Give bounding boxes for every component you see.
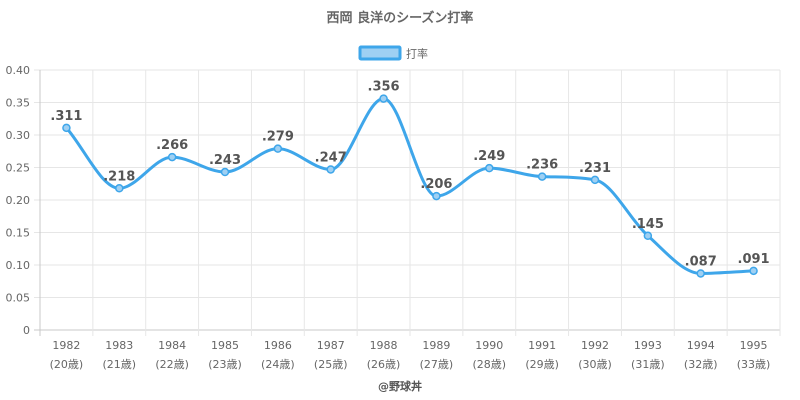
x-tick-sublabel: (33歳) [737,358,771,371]
x-tick-sublabel: (28歳) [472,358,506,371]
y-tick-label: 0.05 [6,292,31,305]
x-tick-label: 1982 [52,339,80,352]
data-label: .356 [368,80,400,95]
y-tick-label: 0.40 [6,64,31,77]
x-tick-label: 1988 [370,339,398,352]
data-label: .231 [579,161,611,176]
data-point [537,172,547,181]
data-label: .243 [209,153,241,168]
y-tick-label: 0.10 [6,259,31,272]
x-tick-sublabel: (26歳) [367,358,401,371]
data-label: .218 [103,169,135,184]
data-point [749,266,758,276]
x-tick-label: 1991 [528,339,556,352]
x-tick-label: 1992 [581,339,609,352]
data-label: .249 [473,149,505,164]
x-tick-sublabel: (24歳) [261,358,295,371]
legend[interactable]: 打率 [358,45,428,61]
data-points [62,94,758,278]
x-tick-label: 1994 [687,339,715,352]
data-point [167,152,177,162]
data-label: .279 [262,130,294,145]
data-point [326,165,335,174]
x-tick-sublabel: (27歳) [420,358,454,371]
data-point [115,184,124,193]
data-point [273,144,283,153]
data-label: .266 [156,138,188,153]
data-label: .247 [315,150,347,165]
legend-swatch [358,45,402,61]
y-axis: 0 0.05 0.10 0.15 0.20 0.25 0.30 0.35 0.40 [6,64,31,337]
y-tick-label: 0.15 [6,227,31,240]
x-tick-sublabel: (23歳) [208,358,242,371]
data-point [590,175,600,185]
x-tick-label: 1987 [317,339,345,352]
chart-title: 西岡 良洋のシーズン打率 [327,10,474,26]
data-point [62,123,71,133]
x-tick-sublabel: (21歳) [102,358,136,371]
data-label: .087 [685,254,717,269]
data-labels: .311 .218 .266 .243 .279 .247 .356 .206 .249 .236… [50,80,769,270]
data-point [696,269,705,278]
x-tick-sublabel: (30歳) [578,358,612,371]
x-tick-label: 1990 [475,339,503,352]
x-tick-sublabel: (25歳) [314,358,348,371]
x-tick-label: 1986 [264,339,292,352]
grid [34,69,781,336]
y-tick-label: 0.30 [6,129,31,142]
x-tick-label: 1983 [105,339,133,352]
credit-text: @野球丼 [378,379,422,393]
y-tick-label: 0.35 [6,97,31,110]
x-tick-label: 1989 [422,339,450,352]
y-tick-label: 0 [23,324,30,337]
data-point [220,167,230,177]
data-point [379,94,388,103]
x-tick-sublabel: (32歳) [684,358,718,371]
data-point [485,163,494,173]
legend-label: 打率 [406,47,428,61]
x-axis: 1982 (20歳) 1983 (21歳) 1984 (22歳) 1985 (23歳) 1986… [50,339,771,371]
x-tick-label: 1984 [158,339,186,352]
x-tick-label: 1985 [211,339,239,352]
x-tick-sublabel: (31歳) [631,358,665,371]
x-tick-sublabel: (20歳) [50,358,84,371]
x-tick-label: 1995 [740,339,768,352]
y-tick-label: 0.25 [6,162,31,175]
data-label: .206 [420,177,452,192]
data-label: .311 [50,109,82,124]
x-tick-sublabel: (22歳) [155,358,189,371]
data-label: .236 [526,158,558,173]
x-tick-label: 1993 [634,339,662,352]
y-tick-label: 0.20 [6,194,31,207]
data-label: .145 [632,217,664,232]
x-tick-sublabel: (29歳) [525,358,559,371]
data-point [432,191,441,201]
data-point [643,231,653,240]
data-label: .091 [738,252,770,267]
